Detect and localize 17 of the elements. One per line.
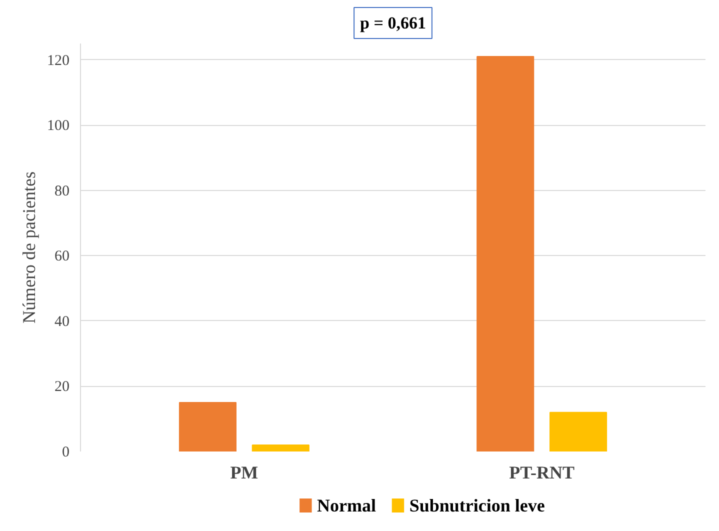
y-tick-label: 80 — [54, 183, 70, 200]
legend-label: Subnutricion leve — [409, 496, 545, 516]
y-axis-title: Número de pacientes — [19, 172, 39, 324]
y-tick-label: 20 — [54, 379, 70, 396]
y-tick-label: 100 — [47, 118, 70, 134]
text: p = 0,661 — [360, 14, 426, 32]
y-tick-label: 60 — [54, 248, 70, 265]
x-tick-label: PM — [230, 462, 258, 482]
x-tick-label: PT-RNT — [509, 462, 574, 482]
legend-label: Normal — [317, 496, 376, 516]
y-tick-label: 40 — [54, 314, 70, 330]
bar — [476, 56, 534, 452]
y-tick-label: 120 — [47, 52, 70, 69]
bar — [178, 402, 237, 452]
bar — [252, 444, 310, 452]
y-tick-label: 0 — [62, 444, 70, 460]
bar — [549, 412, 608, 452]
